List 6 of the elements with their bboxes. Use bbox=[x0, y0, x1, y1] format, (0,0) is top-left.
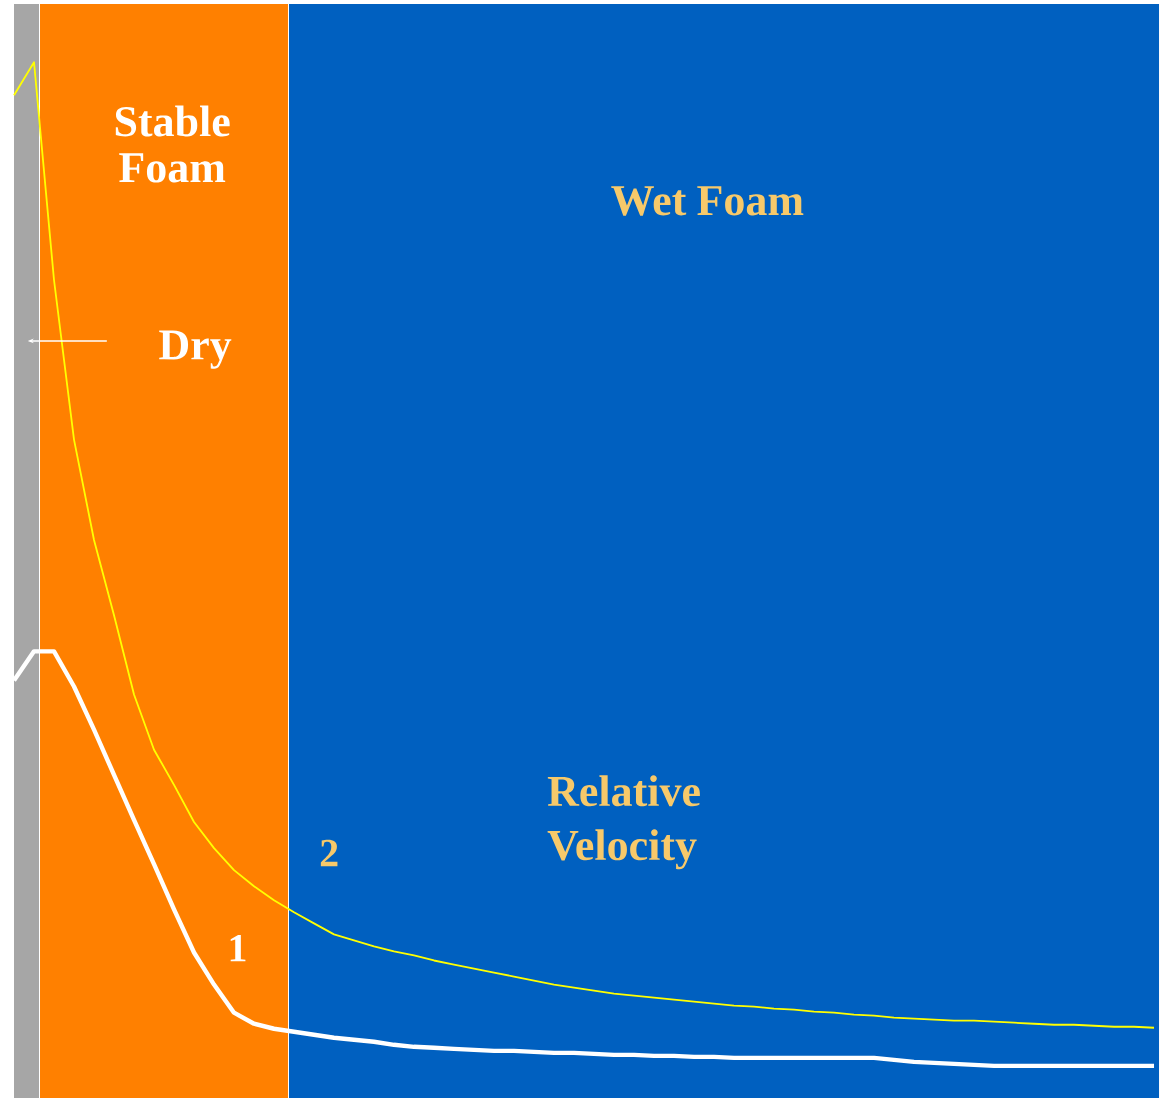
series-label: 2 bbox=[320, 839, 338, 867]
annotation: Dry bbox=[159, 330, 232, 369]
annotation: Relative Velocity bbox=[547, 775, 700, 870]
annotation: Stable Foam bbox=[115, 105, 230, 183]
series-label: 1 bbox=[230, 934, 246, 962]
annotation: Wet Foam bbox=[611, 186, 804, 216]
